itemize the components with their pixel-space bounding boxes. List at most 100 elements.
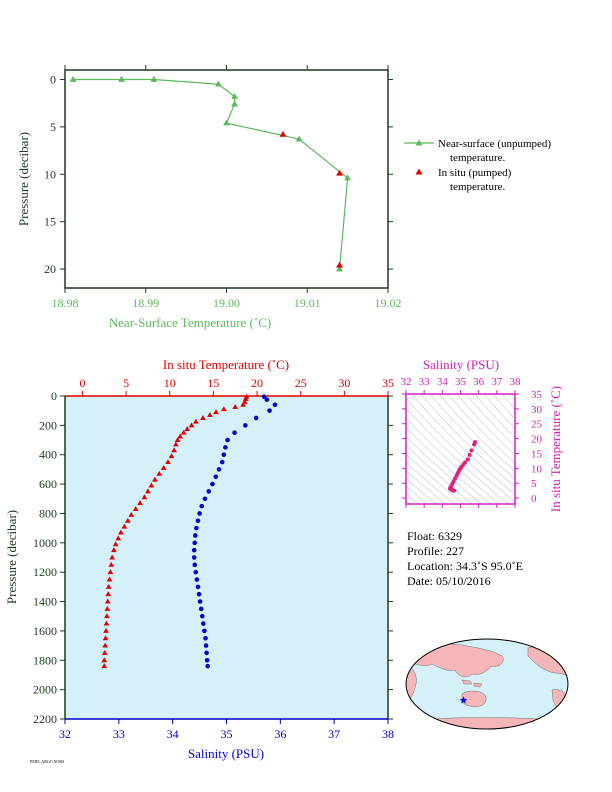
near-surface-ticks: 18.98 18.99 19.00 19.01 19.02 0 5 10 15 20 [44,65,402,310]
salinity-point [201,621,206,626]
ts-contour-line [406,427,491,504]
profile-bottom-tick-label: 37 [328,727,340,741]
ns-x-tick-label: 19.02 [375,296,402,310]
profile-bottom-tick-label: 34 [167,727,179,741]
ns-y-tick-label: 20 [44,262,56,276]
temperature-point [102,642,109,648]
ts-contour-line [420,394,515,488]
profile-bottom-tick-label: 35 [221,727,233,741]
temperature-point [102,635,109,641]
temperature-point [141,494,148,500]
profile-top-tick-label: 15 [207,376,219,390]
ts-contour-line [492,394,515,420]
ts-point [469,448,474,453]
ts-right-tick-label: 15 [531,448,543,460]
temperature-point [193,418,199,424]
temperature-point [207,412,213,418]
temperature-point [148,482,155,488]
salinity-point [194,525,199,531]
ts-right-tick-label: 0 [531,493,537,505]
ts-right-tick-label: 25 [531,419,543,431]
australia-shape [461,690,487,707]
profile-top-tick-label: 5 [123,376,129,390]
temperature-point [213,409,219,415]
ts-top-tick-label: 38 [510,376,522,388]
ns-y-tick-label: 0 [50,72,56,86]
profile-bottom-axis-label: Salinity (PSU) [188,746,264,761]
temperature-point [101,649,108,655]
ts-contour-line [406,417,500,504]
ts-contour-line [474,394,515,438]
insitu-point [279,130,287,137]
near-surface-point [231,100,238,107]
salinity-point [243,423,248,428]
salinity-point [196,591,202,597]
ts-point [452,488,457,493]
salinity-point [191,555,197,560]
legend-triangle-insitu [415,168,423,175]
ts-diagram: 32 33 34 35 36 37 38 0 5 10 15 20 25 30 35 Salinity (P… [401,357,564,512]
profile-number: Profile: 227 [407,544,464,558]
profile-top-tick-label: 20 [251,376,263,390]
ts-contour-line [406,407,509,504]
near-surface-y-axis-label: Pressure (decibar) [16,132,31,226]
temperature-point [108,561,115,567]
salinity-point [225,437,230,443]
near-surface-chart: 18.98 18.99 19.00 19.01 19.02 0 5 10 15 20 Near-S… [16,65,402,330]
ts-top-tick-label: 36 [473,376,485,388]
salinity-point [219,459,225,465]
float-id: Float: 6329 [407,529,462,543]
salinity-point [202,496,208,502]
temperature-point [101,657,108,663]
profile-top-tick-label: 35 [382,376,394,390]
float-info: Float: 6329 Profile: 227 Location: 34.3˚… [407,529,523,588]
insitu-point [336,169,343,176]
temperature-point [105,583,112,589]
float-location: Location: 34.3˚S 95.0˚E [407,559,523,573]
temperature-point [125,517,131,523]
temperature-point [165,459,171,465]
ts-point [472,442,477,447]
profile-y-tick-label: 2000 [33,683,57,697]
salinity-point [261,394,267,400]
world-map [405,638,569,730]
salinity-point [203,643,209,648]
near-surface-point [118,75,125,82]
legend-insitu-label: In situ (pumped) [438,167,512,179]
temperature-point [184,426,191,431]
near-surface-point [223,119,230,126]
ts-marks [447,440,478,493]
ns-x-tick-label: 18.99 [132,296,159,310]
salinity-point [210,481,215,487]
ts-ticks: 32 33 34 35 36 37 38 0 5 10 15 20 25 30 35 [401,376,543,508]
ts-right-tick-label: 10 [531,463,543,475]
ts-contour-line [501,394,515,410]
temperature-point [115,535,122,541]
profile-y-tick-label: 1800 [33,653,57,667]
temperature-point [160,464,167,470]
salinity-point [194,577,200,582]
ns-y-tick-label: 15 [44,215,56,229]
salinity-point [216,467,222,472]
profile-y-tick-label: 800 [39,506,57,520]
profile-bottom-tick-label: 36 [274,727,286,741]
near-surface-legend: Near-surface (unpumped) temperature. In … [404,138,551,193]
profile-top-tick-label: 25 [295,376,307,390]
ns-x-tick-label: 18.98 [52,296,79,310]
temperature-point [106,576,113,582]
ts-point [467,452,472,457]
legend-near-surface-label-2: temperature. [450,152,506,164]
temperature-point [105,591,112,597]
profile-y-tick-label: 1600 [33,624,57,638]
ts-point [465,457,470,462]
profile-chart: 0 5 10 15 20 25 30 35 32 33 34 35 36 37 38 0 200 400 600 80… [4,357,394,761]
profile-date: Date: 05/10/2016 [407,574,491,588]
salinity-point [203,635,208,641]
salinity-point [202,628,207,634]
salinity-point [199,503,205,509]
profile-bottom-tick-label: 32 [59,727,71,741]
salinity-point [213,474,219,480]
salinity-point [264,397,270,402]
salinity-point [195,518,201,524]
